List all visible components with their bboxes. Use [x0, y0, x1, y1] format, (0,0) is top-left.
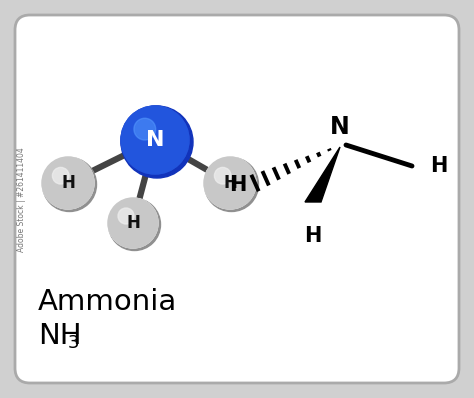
Text: H: H: [61, 174, 75, 192]
Circle shape: [126, 111, 182, 167]
Circle shape: [46, 161, 89, 204]
Circle shape: [135, 120, 167, 152]
Circle shape: [108, 198, 158, 248]
Circle shape: [133, 118, 171, 156]
Circle shape: [215, 168, 241, 194]
Circle shape: [123, 108, 185, 170]
Circle shape: [130, 115, 174, 160]
Circle shape: [122, 212, 139, 229]
Circle shape: [128, 113, 178, 163]
Circle shape: [126, 216, 134, 224]
Text: H: H: [304, 226, 322, 246]
Circle shape: [118, 208, 134, 224]
Circle shape: [53, 168, 69, 184]
Circle shape: [204, 157, 256, 209]
Circle shape: [121, 106, 193, 178]
Circle shape: [204, 157, 256, 209]
Circle shape: [118, 209, 144, 234]
Circle shape: [214, 168, 231, 184]
Circle shape: [115, 205, 148, 238]
Circle shape: [134, 118, 155, 140]
Circle shape: [109, 199, 161, 250]
Text: N: N: [330, 115, 350, 139]
Circle shape: [43, 158, 97, 211]
Text: H: H: [223, 174, 237, 192]
Text: H: H: [229, 175, 247, 195]
Circle shape: [53, 168, 79, 194]
Circle shape: [42, 157, 94, 209]
Circle shape: [49, 164, 84, 199]
Circle shape: [211, 164, 246, 199]
Text: N: N: [146, 130, 164, 150]
Text: NH: NH: [38, 322, 82, 350]
Circle shape: [222, 176, 231, 184]
Circle shape: [111, 201, 153, 243]
Circle shape: [219, 172, 236, 189]
Circle shape: [121, 106, 189, 174]
Circle shape: [121, 106, 189, 174]
Circle shape: [204, 158, 258, 211]
Text: H: H: [430, 156, 447, 176]
Circle shape: [57, 172, 74, 189]
Text: H: H: [126, 214, 140, 232]
Text: Adobe Stock | #261411404: Adobe Stock | #261411404: [18, 148, 27, 252]
Circle shape: [108, 198, 158, 248]
Text: 3: 3: [68, 334, 80, 352]
FancyBboxPatch shape: [15, 15, 459, 383]
Text: Ammonia: Ammonia: [38, 288, 177, 316]
Circle shape: [42, 157, 94, 209]
Circle shape: [60, 176, 69, 184]
Circle shape: [137, 122, 164, 149]
Circle shape: [208, 161, 251, 204]
Polygon shape: [305, 147, 340, 202]
